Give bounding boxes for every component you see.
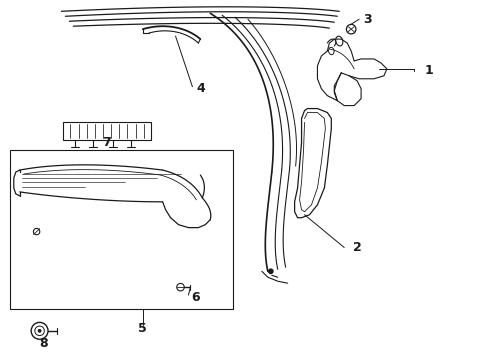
Bar: [10, 150, 233, 309]
Text: 2: 2: [353, 241, 362, 254]
Text: 1: 1: [424, 64, 433, 77]
Circle shape: [38, 330, 41, 332]
Text: 5: 5: [138, 322, 147, 336]
Text: 7: 7: [102, 136, 110, 149]
Text: 8: 8: [39, 337, 48, 350]
Text: 4: 4: [196, 82, 205, 95]
Bar: [63, 122, 151, 140]
Text: 6: 6: [191, 291, 200, 303]
Text: 3: 3: [363, 13, 371, 26]
Circle shape: [269, 269, 273, 274]
